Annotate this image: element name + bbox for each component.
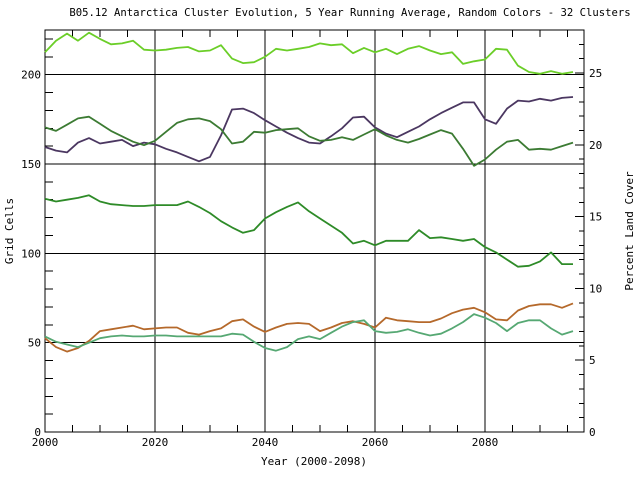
y-right-tick-label: 25 [589,67,602,80]
x-tick-label: 2040 [252,436,279,449]
y-right-tick-label: 20 [589,139,602,152]
y-right-tick-label: 15 [589,211,602,224]
y-left-tick-label: 150 [21,158,41,171]
x-tick-label: 2020 [142,436,169,449]
plot-frame [44,29,585,433]
y-left-tick-label: 0 [34,426,41,439]
series-line-cluster-sea-green [44,313,574,352]
y-left-tick-label: 100 [21,247,41,260]
y-right-tick-label: 5 [589,354,596,367]
y-right-tick-label: 0 [589,426,596,439]
series-line-cluster-medium-green [44,194,573,268]
y-right-tick-label: 10 [589,282,602,295]
y-right-axis-label: Percent Land Cover [623,171,636,291]
series-line-cluster-dark-green [44,115,574,167]
series-line-cluster-sienna-orange [44,302,574,353]
plot-area: 2000 2020 2040 2060 208005010015020005101520… [21,29,602,449]
x-tick-label: 2080 [472,436,499,449]
series-line-cluster-dark-purple [44,96,574,163]
y-left-tick-label: 200 [21,69,41,82]
x-tick-label: 2060 [362,436,389,449]
y-left-axis-label: Grid Cells [3,198,16,264]
chart-title: B05.12 Antarctica Cluster Evolution, 5 Y… [69,7,630,19]
y-left-tick-label: 50 [28,337,41,350]
x-axis-label: Year (2000-2098) [261,455,367,468]
x-tick-label: 2000 [32,436,59,449]
series-line-cluster-lime-green [44,31,574,75]
